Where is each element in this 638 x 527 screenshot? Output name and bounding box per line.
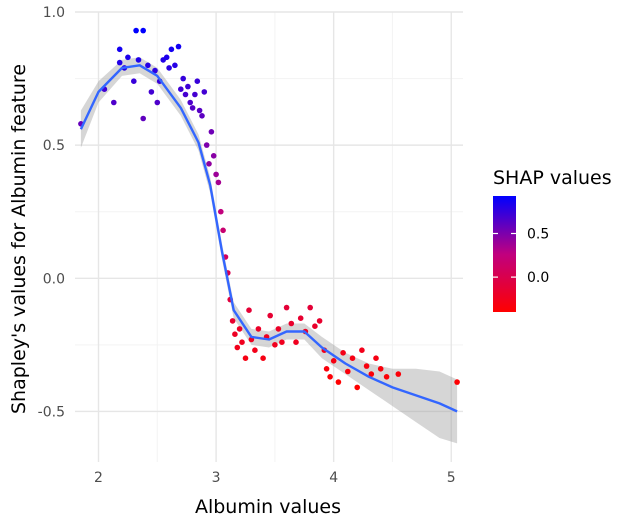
grid-lines bbox=[75, 11, 463, 462]
colorbar bbox=[493, 196, 516, 312]
scatter-point bbox=[210, 153, 217, 159]
scatter-point bbox=[236, 326, 243, 332]
y-tick-label: 0.0 bbox=[43, 271, 65, 287]
x-tick-label: 4 bbox=[329, 470, 338, 486]
scatter-point bbox=[166, 65, 172, 71]
scatter-point bbox=[182, 91, 189, 98]
scatter-point bbox=[194, 78, 201, 84]
scatter-points-layer bbox=[78, 27, 460, 391]
colorbar-ticks: 0.0 0.5 bbox=[493, 227, 549, 286]
scatter-point bbox=[140, 115, 146, 122]
scatter-point bbox=[316, 318, 323, 324]
scatter-point bbox=[335, 379, 342, 385]
scatter-point bbox=[175, 43, 182, 50]
scatter-point bbox=[377, 366, 384, 372]
scatter-point bbox=[345, 368, 351, 375]
scatter-point bbox=[349, 355, 356, 362]
scatter-point bbox=[288, 320, 295, 327]
scatter-point bbox=[330, 358, 337, 364]
scatter-point bbox=[246, 307, 252, 314]
scatter-point bbox=[189, 105, 196, 111]
scatter-point bbox=[359, 347, 365, 354]
x-tick-label: 3 bbox=[212, 470, 221, 486]
scatter-point bbox=[327, 374, 333, 380]
scatter-point bbox=[213, 171, 219, 178]
scatter-point bbox=[220, 227, 226, 234]
legend-title: SHAP values bbox=[493, 167, 612, 189]
scatter-point bbox=[383, 374, 390, 380]
scatter-point bbox=[168, 46, 175, 53]
scatter-point bbox=[239, 339, 245, 346]
scatter-point bbox=[172, 62, 178, 69]
scatter-point bbox=[152, 67, 158, 74]
scatter-point bbox=[363, 363, 370, 369]
scatter-point bbox=[196, 107, 203, 114]
y-tick-label: -0.5 bbox=[38, 404, 65, 420]
colorbar-tick-label: 0.5 bbox=[527, 227, 549, 243]
confidence-band bbox=[80, 57, 458, 444]
scatter-point bbox=[454, 379, 460, 385]
scatter-point bbox=[133, 27, 139, 34]
scatter-point bbox=[229, 318, 236, 324]
y-tick-label: 0.5 bbox=[43, 138, 65, 154]
scatter-point bbox=[135, 57, 142, 63]
smooth-trend-line bbox=[79, 64, 458, 413]
scatter-point bbox=[279, 339, 285, 346]
scatter-point bbox=[255, 326, 262, 332]
scatter-point bbox=[323, 366, 330, 372]
y-axis-ticks: -0.5 0.0 0.5 1.0 bbox=[38, 5, 65, 420]
scatter-point bbox=[354, 384, 361, 391]
scatter-point bbox=[116, 46, 123, 53]
scatter-point bbox=[215, 179, 222, 186]
scatter-point bbox=[395, 371, 402, 377]
scatter-point bbox=[283, 304, 290, 311]
scatter-point bbox=[187, 99, 193, 106]
scatter-point bbox=[154, 99, 161, 106]
scatter-point bbox=[218, 208, 224, 215]
scatter-point bbox=[232, 331, 238, 338]
scatter-point bbox=[201, 89, 208, 95]
scatter-point bbox=[131, 78, 137, 84]
scatter-point bbox=[185, 83, 191, 90]
confidence-band-layer bbox=[80, 57, 458, 444]
scatter-point bbox=[206, 161, 212, 167]
scatter-point bbox=[297, 315, 304, 322]
y-axis-label: Shapley's values for Albumin feature bbox=[8, 64, 30, 414]
scatter-point bbox=[340, 350, 346, 356]
scatter-point bbox=[111, 99, 117, 106]
scatter-point bbox=[208, 129, 215, 135]
scatter-point bbox=[373, 355, 379, 362]
scatter-point bbox=[125, 54, 131, 61]
scatter-point bbox=[178, 86, 184, 92]
scatter-point bbox=[163, 54, 170, 61]
scatter-point bbox=[145, 62, 151, 69]
scatter-point bbox=[312, 323, 318, 330]
y-tick-label: 1.0 bbox=[43, 5, 65, 21]
scatter-point bbox=[203, 142, 210, 148]
scatter-point bbox=[293, 339, 299, 346]
scatter-point bbox=[267, 312, 274, 319]
scatter-point bbox=[148, 89, 155, 95]
scatter-point bbox=[272, 342, 278, 348]
scatter-point bbox=[140, 27, 146, 34]
scatter-point bbox=[252, 347, 258, 354]
color-legend: SHAP values 0.0 0.5 bbox=[493, 167, 612, 312]
x-tick-label: 5 bbox=[447, 470, 456, 486]
scatter-point bbox=[180, 75, 186, 82]
x-axis-ticks: 2 3 4 5 bbox=[94, 470, 456, 486]
scatter-point bbox=[234, 344, 241, 351]
smooth-line-layer bbox=[79, 64, 458, 413]
scatter-point bbox=[199, 113, 205, 119]
scatter-point bbox=[260, 355, 266, 362]
colorbar-tick-label: 0.0 bbox=[527, 270, 549, 286]
scatter-point bbox=[307, 304, 314, 311]
scatter-point bbox=[116, 59, 123, 66]
x-tick-label: 2 bbox=[94, 470, 103, 486]
x-axis-label: Albumin values bbox=[195, 496, 341, 518]
scatter-point bbox=[192, 91, 198, 98]
scatter-point bbox=[275, 326, 282, 332]
scatter-point bbox=[368, 371, 375, 377]
scatter-point bbox=[242, 355, 249, 362]
